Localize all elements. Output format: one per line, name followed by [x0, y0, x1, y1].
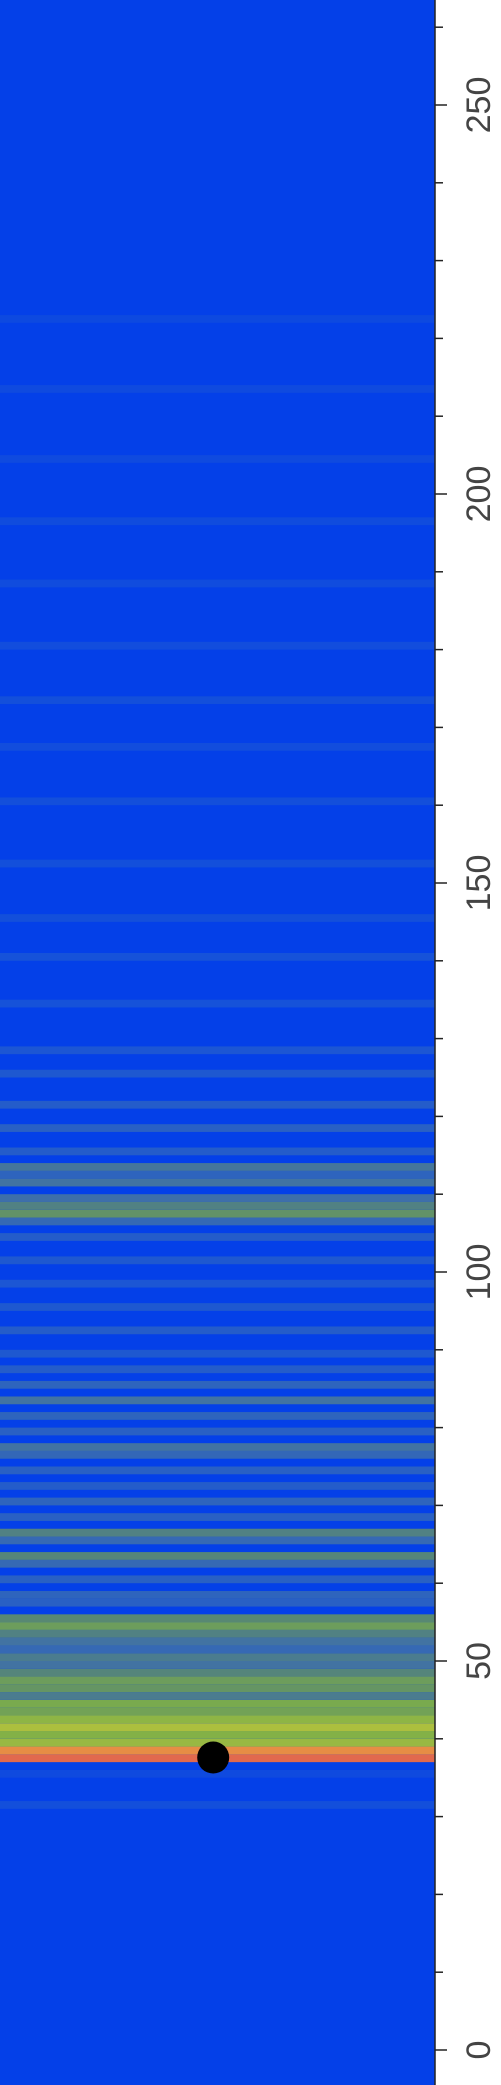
- heatmap-band-48: [0, 1170, 435, 1179]
- heatmap-band-31: [0, 1443, 435, 1451]
- heatmap-bands: [0, 315, 435, 1809]
- heatmap-band-13: [0, 1653, 435, 1661]
- heatmap-band-42: [0, 1233, 435, 1241]
- heatmap-band-35: [0, 1380, 435, 1389]
- heatmap-band-10: [0, 1676, 435, 1685]
- heatmap-band-18: [0, 1614, 435, 1623]
- heatmap-band-23: [0, 1552, 435, 1560]
- heatmap-band-61: [0, 696, 435, 705]
- marker-point: [197, 1741, 230, 1774]
- heatmap-band-4: [0, 1723, 435, 1732]
- heatmap-band-22: [0, 1559, 435, 1568]
- heatmap-band-43: [0, 1217, 435, 1226]
- heatmap-band-14: [0, 1645, 435, 1654]
- heatmap-band-27: [0, 1497, 435, 1506]
- heatmap-band-32: [0, 1427, 435, 1436]
- heatmap-band-17: [0, 1622, 435, 1630]
- heatmap-band-19: [0, 1598, 435, 1607]
- heatmap-band-36: [0, 1365, 435, 1374]
- y-tick-label: 100: [460, 1244, 498, 1301]
- heatmap-band-21: [0, 1575, 435, 1584]
- heatmap-band-64: [0, 517, 435, 526]
- heatmap-band-3: [0, 1731, 435, 1739]
- heatmap-band-46: [0, 1194, 435, 1202]
- heatmap-band-49: [0, 1163, 435, 1171]
- heatmap-band-58: [0, 859, 435, 868]
- heatmap-band-15: [0, 1637, 435, 1646]
- y-axis-ticks: 0 50 100 150 200 250: [435, 26, 498, 2060]
- heatmap-band-65: [0, 455, 435, 463]
- heatmap-band-7: [0, 1699, 435, 1708]
- heatmap-band-24: [0, 1536, 435, 1545]
- heatmap-band-69: [0, 1769, 435, 1778]
- heatmap-band-9: [0, 1684, 435, 1693]
- heatmap-band-53: [0, 1069, 435, 1078]
- y-tick-label: 0: [460, 2041, 498, 2060]
- heatmap-band-45: [0, 1201, 435, 1210]
- heatmap-band-20: [0, 1590, 435, 1599]
- heatmap-band-47: [0, 1178, 435, 1187]
- heatmap-band-68: [0, 1801, 435, 1809]
- heatmap-band-56: [0, 953, 435, 961]
- heatmap-band-52: [0, 1100, 435, 1109]
- y-tick-label: 200: [460, 466, 498, 523]
- heatmap-band-57: [0, 914, 435, 922]
- heatmap-band-25: [0, 1528, 435, 1537]
- y-tick-label: 250: [460, 77, 498, 134]
- heatmap-band-8: [0, 1692, 435, 1700]
- heatmap-band-55: [0, 999, 435, 1008]
- y-tick-label: 50: [460, 1642, 498, 1680]
- heatmap-band-11: [0, 1668, 435, 1677]
- heatmap-band-66: [0, 385, 435, 393]
- heatmap-band-44: [0, 1209, 435, 1218]
- y-tick-label: 150: [460, 855, 498, 912]
- heatmap-band-16: [0, 1629, 435, 1638]
- heatmap-band-39: [0, 1303, 435, 1311]
- heatmap-band-26: [0, 1513, 435, 1521]
- heatmap-band-41: [0, 1256, 435, 1265]
- heatmap-band-40: [0, 1279, 435, 1288]
- heatmap-band-63: [0, 579, 435, 588]
- heatmap-band-12: [0, 1661, 435, 1669]
- heatmap-band-29: [0, 1466, 435, 1475]
- heatmap-band-37: [0, 1349, 435, 1358]
- heatmap-band-51: [0, 1124, 435, 1132]
- heatmap-band-6: [0, 1707, 435, 1716]
- heatmap-band-38: [0, 1326, 435, 1335]
- heatmap-band-60: [0, 742, 435, 751]
- heatmap-band-5: [0, 1715, 435, 1724]
- heatmap-band-30: [0, 1450, 435, 1459]
- heatmap-band-50: [0, 1147, 435, 1156]
- heatmap-band-54: [0, 1046, 435, 1055]
- heatmap-band-33: [0, 1412, 435, 1420]
- heatmap-band-62: [0, 641, 435, 650]
- heatmap-band-59: [0, 797, 435, 806]
- heatmap-band-67: [0, 315, 435, 323]
- heatmap-band-34: [0, 1396, 435, 1405]
- heatmap-band-28: [0, 1482, 435, 1490]
